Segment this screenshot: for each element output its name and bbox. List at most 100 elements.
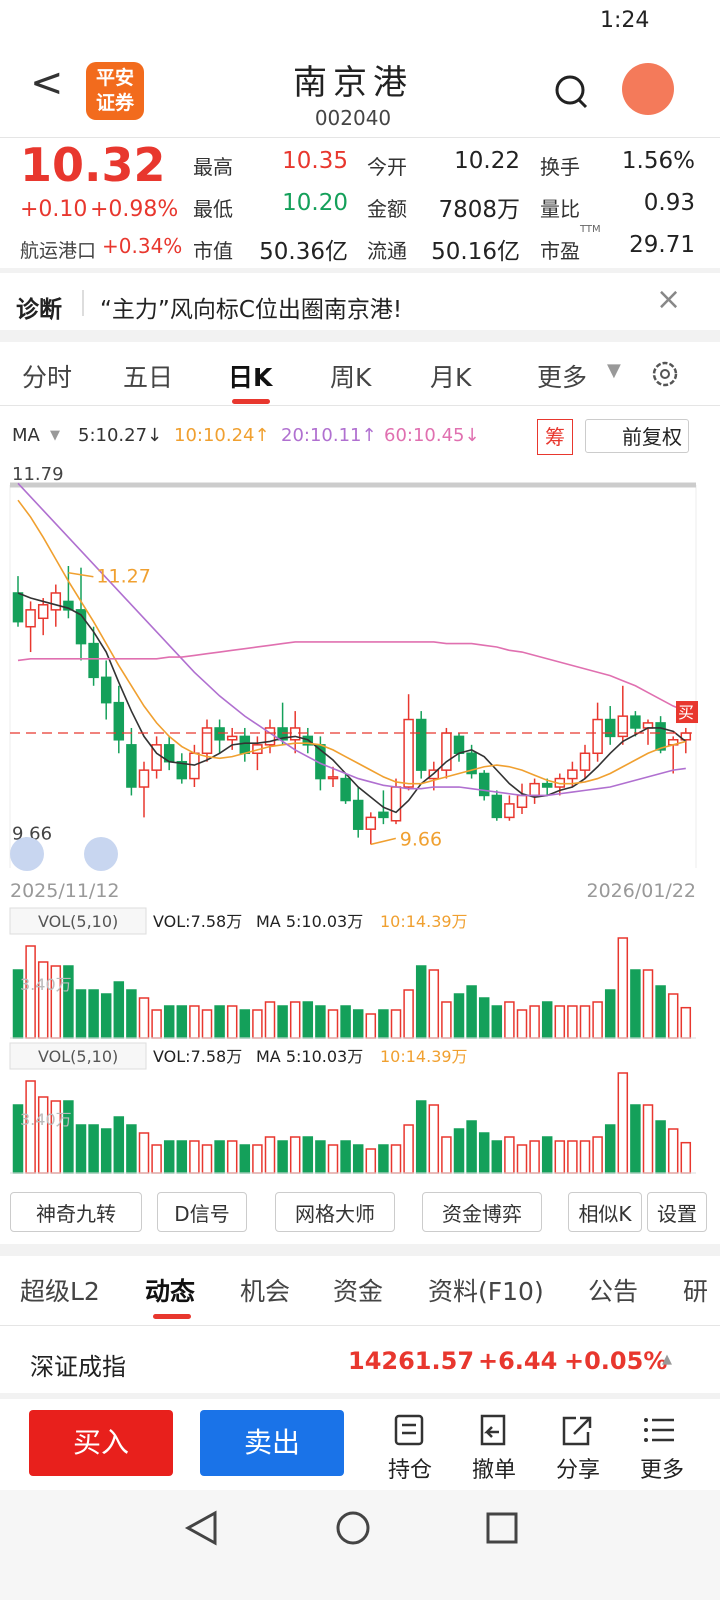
settings-icon[interactable] [648,357,682,391]
volume-bar [428,1104,440,1174]
period-tab[interactable]: 周K [330,363,372,392]
candle-body [365,816,377,830]
adjust-button[interactable]: 前复权 [585,419,689,453]
stat-value: 10.35 [282,148,348,174]
high-label: 11.27 [96,566,150,588]
ma-legend-item: 20:10.11↑ [281,425,377,446]
avatar[interactable] [622,63,674,115]
fullscreen-button[interactable] [84,837,118,871]
ma-line [17,592,687,814]
logo-line: 证券 [95,92,134,114]
action-icon[interactable] [388,1410,436,1450]
index-name[interactable]: 深证成指 [30,1353,126,1381]
tab-indicator [153,1314,191,1319]
buy-tag-bg [676,701,698,724]
ma-legend-item: 10:10.24↑ [174,425,270,446]
volume-bar [390,1009,402,1039]
candle-body [453,735,465,755]
action-icon[interactable] [556,1410,604,1450]
stat-label: 市盈 [540,239,580,263]
volume-bar [239,1144,251,1174]
candle-body [176,760,188,780]
tool-button[interactable]: 相似K [568,1192,642,1232]
volume-bar [617,1072,629,1174]
icon [480,1414,506,1446]
nav-back[interactable] [184,1510,217,1546]
separator [0,330,720,342]
vol-level: 3.40万 [20,1110,72,1129]
volume-bar [529,1005,540,1039]
volume-bar [75,989,87,1039]
volume-bar [441,1001,452,1039]
sell-button[interactable]: 卖出 [200,1410,344,1476]
back-button[interactable]: < [30,60,64,106]
change: +0.10 [20,197,88,222]
action-label[interactable]: 分享 [556,1458,601,1483]
volume-bar [567,1005,578,1039]
stock-code: 002040 [314,106,392,130]
buy-button[interactable]: 买入 [29,1410,173,1476]
candle-body [201,727,213,755]
period-tab[interactable]: 月K [430,363,472,392]
candle-body [113,701,125,741]
vol-level: 3.40万 [20,975,72,994]
volume-bar [226,1140,238,1174]
info-tab[interactable]: 资料(F10) [428,1277,544,1306]
volume-bar [352,1009,364,1039]
period-tab[interactable]: 分时 [22,363,73,392]
nav-recent[interactable] [486,1512,518,1544]
tool-button[interactable]: 神奇九转 [10,1192,142,1232]
broker-logo: 平安 证券 [86,62,144,120]
info-tab[interactable]: 公告 [588,1277,639,1306]
volume-bar [100,993,112,1039]
ma-legend-item: 60:10.45↓ [384,425,480,446]
volume-bar [176,1005,188,1039]
action-icon[interactable] [472,1410,520,1450]
action-label[interactable]: 撤单 [472,1458,517,1483]
volume-bar [504,1136,515,1174]
stat-value: 10.22 [454,148,520,174]
volume-bar [478,1132,490,1174]
info-tab[interactable]: 资金 [333,1277,384,1306]
nav-home[interactable] [336,1511,370,1545]
low-label: 9.66 [400,828,442,850]
volume-bar [88,1124,99,1174]
tool-button[interactable]: 网格大师 [275,1192,395,1232]
volume-bar [239,1009,251,1039]
icon [562,1416,592,1446]
volume-bar [138,1132,150,1174]
info-tab[interactable]: 机会 [240,1277,291,1306]
vol-ma5: MA 5:10.03万 [256,912,363,931]
chip-button[interactable]: 筹 [537,419,573,455]
volume-bar [302,1001,314,1039]
vol-ma10: 10:14.39万 [380,1047,468,1066]
candle-body [63,600,74,611]
expand-button[interactable] [10,837,44,871]
vol-header [9,1042,147,1070]
info-tab[interactable]: 超级L2 [20,1277,100,1306]
volume-bar [113,1116,125,1174]
close-icon[interactable]: × [656,282,682,317]
candle-body [289,727,301,741]
period-tab[interactable]: 更多 [537,363,588,392]
volume-bar [655,1120,666,1174]
stat-value: 50.16亿 [431,239,520,265]
info-tab[interactable]: 研 [683,1277,709,1306]
tool-button[interactable]: D信号 [157,1192,247,1232]
action-icon[interactable] [640,1410,688,1450]
ma-label[interactable]: MA [12,425,40,446]
diag-text[interactable]: “主力”风向标C位出圈南京港! [100,297,403,323]
period-tab[interactable]: 五日 [123,363,174,392]
volume-bar [541,1136,553,1174]
stat-label: 最低 [193,197,233,221]
period-tab[interactable]: 日K [228,363,273,392]
info-tab[interactable]: 动态 [145,1277,196,1306]
search-icon[interactable] [552,72,592,112]
volume-bar [88,989,99,1039]
action-label[interactable]: 持仓 [388,1458,433,1483]
volume-bar [604,989,616,1039]
candle-body [214,727,225,741]
action-label[interactable]: 更多 [640,1458,685,1483]
settings-button[interactable]: 设置 [647,1192,707,1232]
tool-button[interactable]: 资金博弈 [422,1192,542,1232]
